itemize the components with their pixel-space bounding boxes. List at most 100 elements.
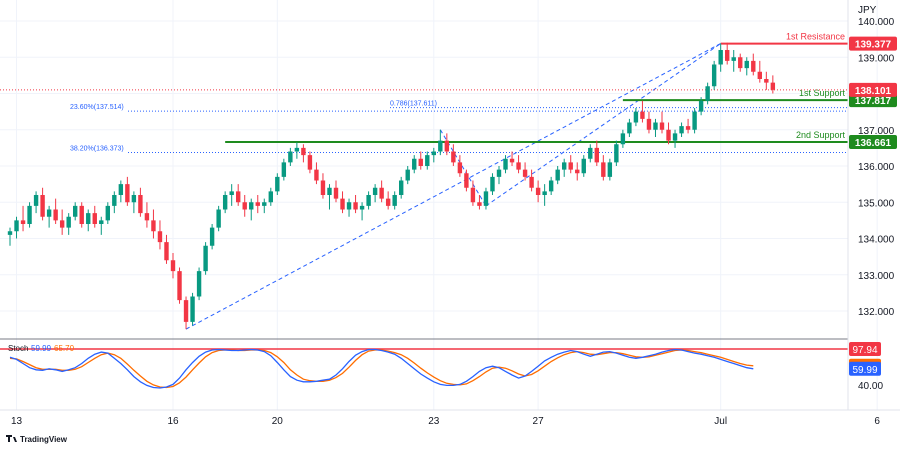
candle-body bbox=[451, 151, 456, 163]
candle-body bbox=[99, 220, 104, 224]
candle-body bbox=[601, 162, 606, 177]
candle-body bbox=[372, 187, 378, 195]
candle-body bbox=[620, 133, 626, 145]
candle-body bbox=[379, 187, 384, 199]
candle-body bbox=[20, 220, 26, 224]
candle-body bbox=[288, 151, 293, 163]
level-price-label: 136.661 bbox=[855, 138, 892, 149]
candle-body bbox=[496, 169, 502, 177]
candle-body bbox=[346, 202, 352, 210]
candle-body bbox=[477, 202, 482, 206]
candle-body bbox=[575, 169, 580, 174]
candle-body bbox=[633, 111, 639, 123]
fib-label: 38.20%(136.373) bbox=[70, 145, 124, 152]
stoch-k-tag-label: 59.99 bbox=[852, 365, 877, 376]
candle-body bbox=[738, 57, 743, 69]
candle-body bbox=[314, 169, 319, 181]
candle-body bbox=[672, 133, 678, 141]
time-tick-label: Jul bbox=[714, 416, 727, 427]
candle-body bbox=[183, 300, 189, 322]
candle-body bbox=[653, 122, 658, 130]
candle-body bbox=[666, 129, 671, 141]
candle-body bbox=[764, 79, 769, 83]
candle-body bbox=[190, 296, 195, 322]
fib-label: 0.786(137.611) bbox=[390, 101, 437, 108]
candle-body bbox=[164, 242, 169, 261]
price-tick-label: 135.000 bbox=[858, 198, 895, 209]
candle-body bbox=[399, 180, 404, 195]
candle-body bbox=[385, 198, 391, 206]
candle-body bbox=[659, 122, 665, 130]
price-tick-label: 140.000 bbox=[858, 17, 895, 28]
candle-body bbox=[725, 50, 730, 61]
candle-body bbox=[711, 64, 717, 87]
level-name: 1st Resistance bbox=[786, 32, 845, 42]
candle-body bbox=[46, 209, 52, 217]
fib-trendline bbox=[185, 43, 721, 330]
candle-body bbox=[509, 158, 515, 163]
candle-body bbox=[229, 191, 234, 195]
candle-body bbox=[405, 169, 410, 181]
candle-body bbox=[255, 202, 260, 206]
candle-body bbox=[431, 151, 436, 156]
candle-body bbox=[562, 162, 567, 170]
candle-body bbox=[209, 227, 215, 246]
candle-body bbox=[685, 126, 691, 130]
candle-body bbox=[588, 147, 593, 159]
candle-body bbox=[614, 144, 619, 163]
tradingview-logo: TradingView bbox=[6, 435, 68, 444]
branding-text: TradingView bbox=[20, 435, 68, 444]
candle-body bbox=[216, 209, 221, 228]
candle-body bbox=[170, 260, 176, 272]
candle-body bbox=[236, 191, 241, 203]
candle-body bbox=[555, 169, 560, 181]
level-price-tag bbox=[849, 135, 897, 150]
candle-body bbox=[86, 213, 91, 224]
candle-body bbox=[425, 155, 430, 166]
candle-body bbox=[327, 187, 332, 195]
candle-body bbox=[53, 209, 58, 221]
fibonacci-lines: 0.786(137.611) 23.60%(137.514) 38.20%(136.… bbox=[70, 101, 848, 153]
tradingview-icon bbox=[6, 435, 17, 442]
stoch-d-value: 65.70 bbox=[54, 344, 75, 353]
candle-body bbox=[503, 158, 508, 170]
candle-body bbox=[14, 220, 19, 232]
level-price-label: 137.817 bbox=[855, 96, 892, 107]
candle-body bbox=[7, 231, 13, 235]
level-lines: 1st Resistance 1st Support 2nd Support bbox=[0, 32, 848, 144]
candle-body bbox=[301, 147, 306, 156]
candle-body bbox=[275, 176, 280, 192]
overbought-label: 97.94 bbox=[852, 345, 877, 356]
candle-body bbox=[751, 60, 756, 72]
candle-body bbox=[581, 158, 586, 174]
candle-body bbox=[392, 195, 397, 206]
candle-body bbox=[627, 122, 632, 134]
candle-body bbox=[196, 271, 202, 297]
candle-body bbox=[307, 155, 313, 170]
candle-body bbox=[112, 195, 117, 206]
fib-trendline bbox=[485, 43, 721, 207]
candle-body bbox=[320, 180, 326, 195]
candle-body bbox=[698, 100, 704, 112]
candle-body bbox=[105, 205, 110, 221]
current-price-tag bbox=[849, 82, 897, 97]
time-tick-label: 20 bbox=[272, 416, 284, 427]
candle-body bbox=[249, 202, 254, 210]
candle-body bbox=[151, 220, 156, 232]
candle-body bbox=[359, 205, 365, 210]
stochastic-panel: Stoch 59.99 65.70 bbox=[0, 344, 848, 389]
time-tick-label: 6 bbox=[874, 416, 880, 427]
candle-body bbox=[705, 86, 710, 101]
time-tick-label: 27 bbox=[533, 416, 545, 427]
candle-body bbox=[522, 169, 528, 177]
candle-body bbox=[268, 191, 273, 203]
stoch-axis-label: 40.00 bbox=[858, 381, 883, 392]
candle-body bbox=[203, 245, 208, 272]
candle-body bbox=[79, 205, 84, 224]
candle-body bbox=[535, 187, 541, 195]
candles bbox=[7, 42, 776, 330]
level-price-label: 139.377 bbox=[855, 40, 892, 51]
level-name: 1st Support bbox=[799, 88, 846, 98]
candle-body bbox=[242, 202, 247, 210]
